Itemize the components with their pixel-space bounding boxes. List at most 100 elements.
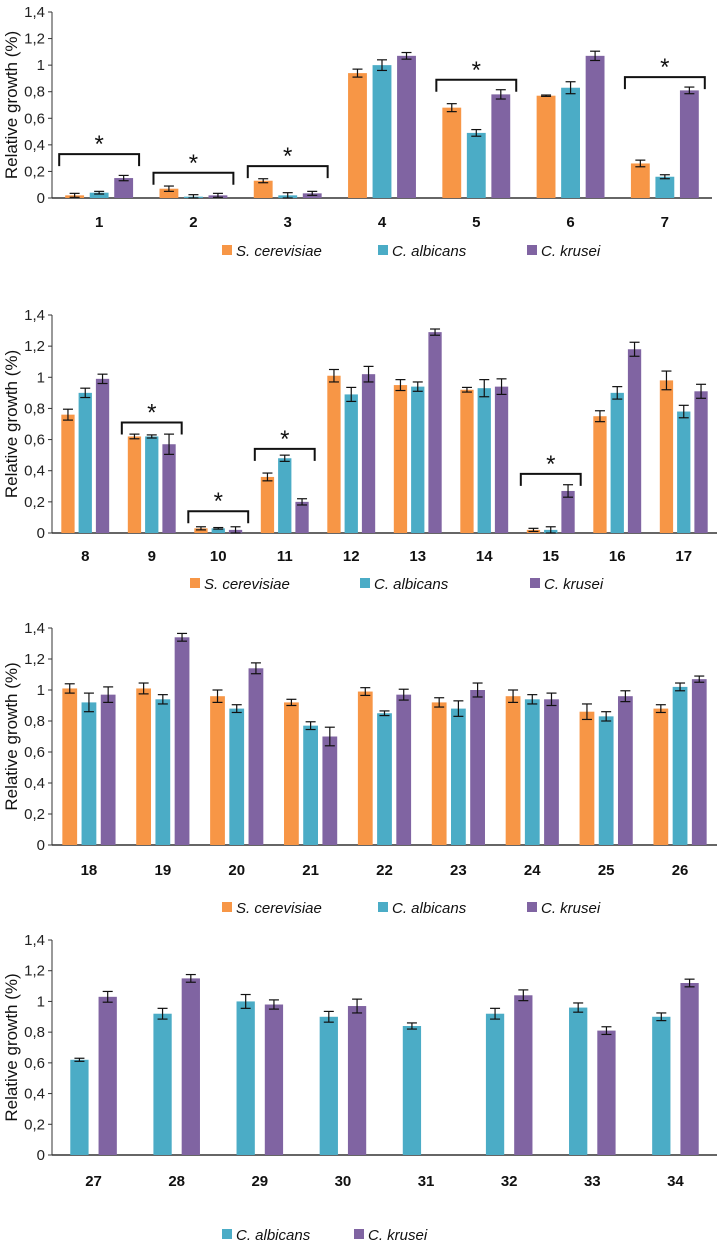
bar <box>652 1016 671 1155</box>
legend-swatch <box>354 1229 364 1239</box>
bar <box>127 436 142 533</box>
x-tick-label: 30 <box>335 1173 352 1190</box>
x-tick-label: 6 <box>566 214 574 231</box>
x-tick-label: 17 <box>675 548 692 565</box>
bar <box>81 702 97 845</box>
bar <box>561 87 580 198</box>
legend-swatch <box>222 245 232 255</box>
y-tick-label: 1 <box>37 682 45 699</box>
bar <box>78 392 92 533</box>
bar <box>653 708 669 845</box>
y-tick-label: 0 <box>37 525 45 542</box>
legend-swatch <box>222 902 232 912</box>
bar <box>136 688 152 845</box>
y-tick-label: 0,6 <box>24 432 45 449</box>
legend-swatch <box>378 245 388 255</box>
x-tick-label: 29 <box>251 1173 268 1190</box>
legend-swatch <box>360 578 370 588</box>
bar <box>264 1004 284 1155</box>
bar <box>155 699 171 845</box>
y-tick-label: 0,4 <box>24 1086 45 1103</box>
x-tick-label: 22 <box>376 862 393 879</box>
significance-star: * <box>214 488 223 515</box>
bar <box>659 380 674 533</box>
y-tick-label: 0,2 <box>24 806 45 823</box>
x-tick-label: 2 <box>189 214 197 231</box>
bar <box>357 691 373 845</box>
y-tick-label: 1 <box>37 57 45 74</box>
significance-star: * <box>283 143 292 170</box>
y-axis-label: Relative growth (%) <box>2 350 21 498</box>
legend-label: C. krusei <box>368 1227 428 1241</box>
significance-bracket <box>246 165 329 179</box>
bar <box>372 65 392 199</box>
bar <box>610 392 624 533</box>
legend-swatch <box>530 578 540 588</box>
bar <box>514 995 533 1155</box>
significance-bracket <box>253 447 316 461</box>
significance-star: * <box>472 57 481 84</box>
bar <box>694 391 708 533</box>
bar <box>536 95 556 198</box>
bar <box>327 375 341 533</box>
bar <box>393 385 408 533</box>
significance-star: * <box>660 54 669 81</box>
x-tick-label: 19 <box>154 862 171 879</box>
bar <box>236 1001 255 1155</box>
significance-star: * <box>189 150 198 177</box>
bar <box>402 1026 422 1155</box>
bar <box>322 736 338 845</box>
y-tick-label: 0,2 <box>24 163 45 180</box>
y-tick-label: 0,4 <box>24 463 45 480</box>
bar <box>569 1007 588 1155</box>
legend-swatch <box>527 245 537 255</box>
bar <box>597 1030 616 1155</box>
bar <box>544 699 559 845</box>
bar <box>361 374 376 533</box>
bar <box>524 699 540 845</box>
x-tick-label: 23 <box>450 862 467 879</box>
x-tick-label: 13 <box>409 548 426 565</box>
y-tick-label: 1,4 <box>24 932 45 949</box>
bar <box>494 386 509 533</box>
bar <box>451 708 466 845</box>
bar <box>617 696 633 845</box>
y-tick-label: 0 <box>37 190 45 207</box>
x-tick-label: 32 <box>501 1173 518 1190</box>
significance-star: * <box>546 451 555 478</box>
bar <box>347 1006 367 1155</box>
x-tick-label: 5 <box>472 214 480 231</box>
bar <box>95 378 110 533</box>
y-tick-label: 1,2 <box>24 651 45 668</box>
legend-label: S. cerevisiae <box>236 900 322 917</box>
x-tick-label: 11 <box>277 548 293 565</box>
bar <box>89 192 109 198</box>
bar <box>672 686 688 845</box>
x-tick-label: 18 <box>81 862 98 879</box>
bar <box>153 1013 172 1155</box>
bar <box>627 349 642 533</box>
legend-label: C. albicans <box>392 243 467 260</box>
bar <box>460 389 474 533</box>
y-tick-label: 1,2 <box>24 963 45 980</box>
chart-panel-2: 0 0,2 0,4 0,6 0,8 1 1,2 1,4 Relative growth (%) 8… <box>2 307 717 593</box>
x-tick-label: 25 <box>598 862 615 879</box>
y-tick-label: 0,2 <box>24 494 45 511</box>
y-tick-label: 1,4 <box>24 4 45 21</box>
x-tick-label: 8 <box>81 548 89 565</box>
x-tick-label: 21 <box>302 862 319 879</box>
y-tick-label: 0,8 <box>24 400 45 417</box>
significance-star: * <box>280 426 289 453</box>
y-tick-label: 1 <box>37 993 45 1010</box>
bar <box>248 668 264 845</box>
legend-swatch <box>527 902 537 912</box>
y-tick-label: 0,6 <box>24 744 45 761</box>
bar <box>210 696 225 845</box>
bar <box>62 688 78 845</box>
bar <box>295 501 309 533</box>
bar <box>303 725 318 845</box>
y-tick-label: 1 <box>37 369 45 386</box>
significance-bracket <box>120 421 183 435</box>
